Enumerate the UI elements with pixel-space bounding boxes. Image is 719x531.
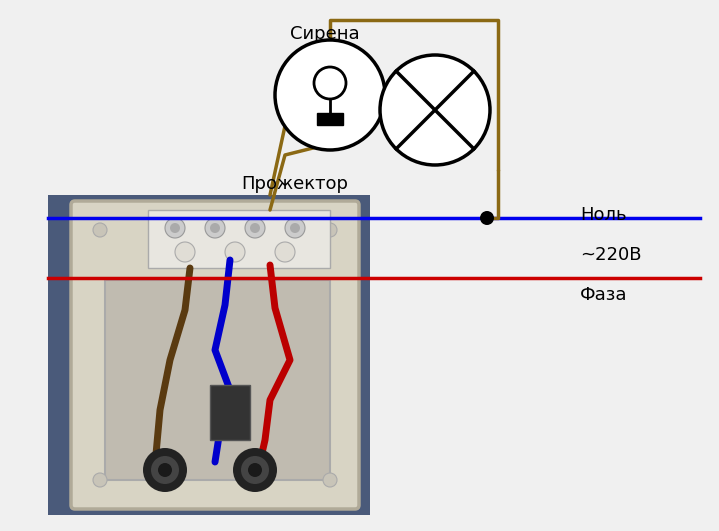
Circle shape [241, 456, 269, 484]
Bar [148, 210, 330, 268]
Circle shape [380, 55, 490, 165]
Circle shape [245, 218, 265, 238]
Circle shape [314, 67, 346, 99]
Text: ~220В: ~220В [580, 246, 641, 264]
Text: Фаза: Фаза [580, 286, 628, 304]
Circle shape [290, 223, 300, 233]
Circle shape [275, 242, 295, 262]
FancyBboxPatch shape [71, 201, 359, 509]
Circle shape [285, 218, 305, 238]
Circle shape [93, 223, 107, 237]
Circle shape [225, 242, 245, 262]
Circle shape [323, 473, 337, 487]
Circle shape [233, 448, 277, 492]
Circle shape [248, 463, 262, 477]
Circle shape [93, 473, 107, 487]
Text: Ноль: Ноль [580, 206, 627, 224]
Circle shape [205, 218, 225, 238]
Circle shape [170, 223, 180, 233]
Circle shape [250, 223, 260, 233]
Circle shape [275, 40, 385, 150]
Circle shape [175, 242, 195, 262]
Circle shape [480, 211, 494, 225]
Circle shape [323, 223, 337, 237]
Bar [210, 385, 250, 440]
Text: Сирена: Сирена [290, 25, 360, 43]
Bar [105, 280, 330, 480]
Bar [48, 195, 370, 515]
Circle shape [151, 456, 179, 484]
Text: Прожектор: Прожектор [241, 175, 348, 193]
Circle shape [143, 448, 187, 492]
Circle shape [158, 463, 172, 477]
Circle shape [165, 218, 185, 238]
Circle shape [210, 223, 220, 233]
Bar [317, 113, 343, 125]
